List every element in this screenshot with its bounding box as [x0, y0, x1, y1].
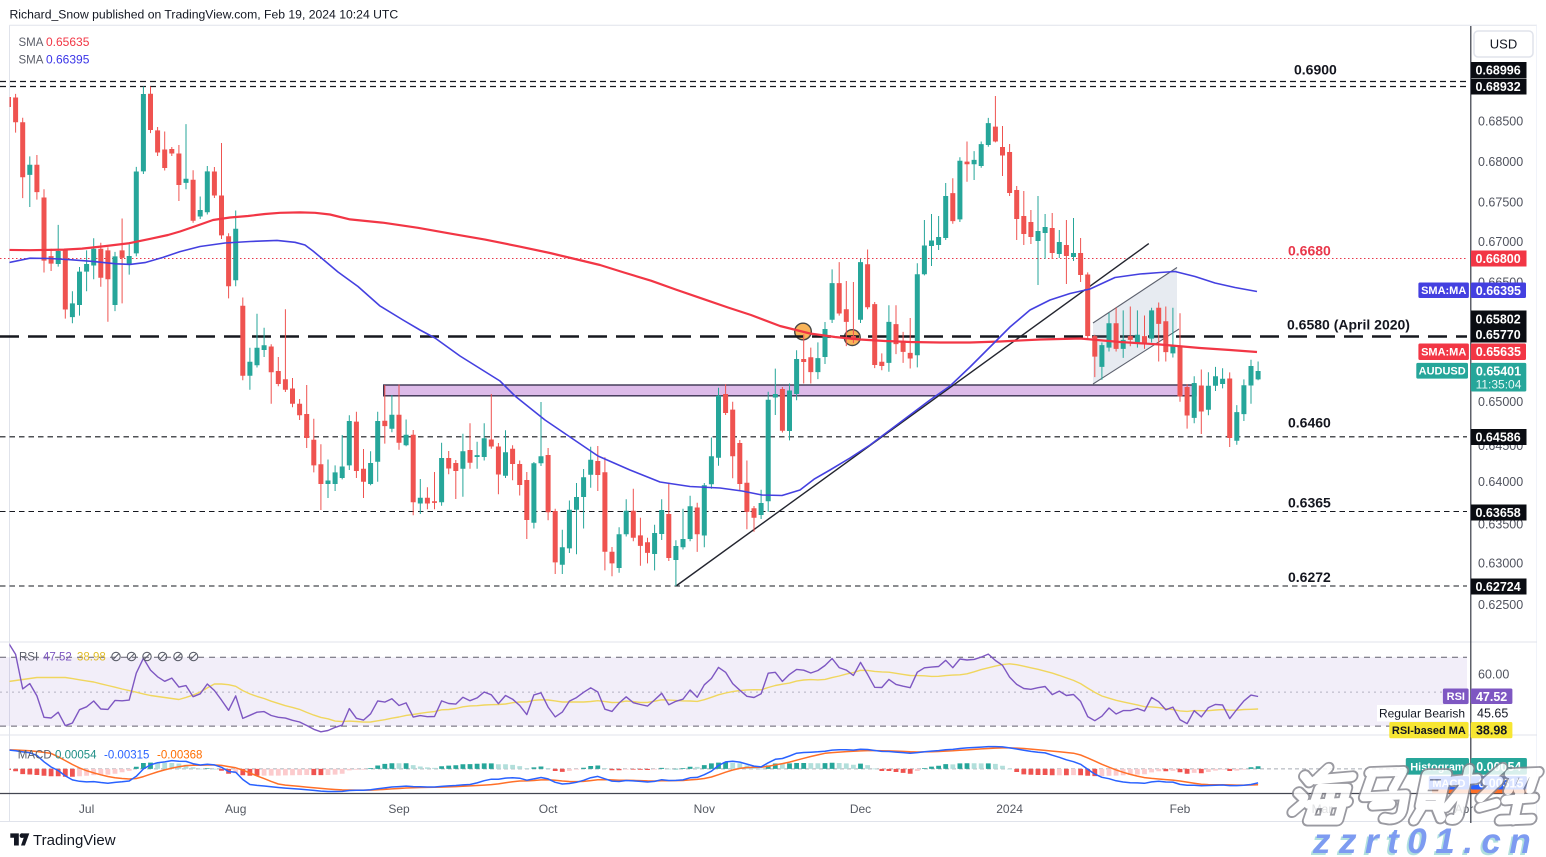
svg-text:0.65770: 0.65770 [1476, 328, 1521, 342]
svg-text:38.98: 38.98 [77, 652, 106, 664]
svg-text:Richard_Snow published on Trad: Richard_Snow published on TradingView.co… [10, 8, 399, 22]
svg-text:Oct: Oct [539, 802, 558, 816]
svg-text:0.6272: 0.6272 [1288, 569, 1331, 585]
svg-text:Sep: Sep [388, 802, 410, 816]
svg-text:0.65000: 0.65000 [1478, 395, 1523, 409]
svg-text:0.64586: 0.64586 [1476, 430, 1521, 444]
svg-text:Nov: Nov [694, 802, 715, 816]
svg-text:0.62724: 0.62724 [1476, 580, 1521, 594]
svg-text:38.98: 38.98 [1476, 724, 1507, 738]
svg-text:45.65: 45.65 [1477, 706, 1508, 720]
svg-text:0.67500: 0.67500 [1478, 195, 1523, 209]
svg-text:SMA: SMA [19, 37, 44, 49]
svg-text:0.65401: 0.65401 [1476, 365, 1521, 379]
svg-text:-0.00315: -0.00315 [104, 750, 149, 762]
svg-text:SMA: SMA [19, 55, 44, 67]
svg-text:RSI: RSI [1447, 691, 1465, 703]
svg-text:11:35:04: 11:35:04 [1476, 378, 1522, 392]
svg-text:0.62500: 0.62500 [1478, 598, 1523, 612]
svg-text:SMA:MA: SMA:MA [1421, 285, 1466, 297]
svg-text:0.63500: 0.63500 [1478, 517, 1523, 531]
svg-text:Dec: Dec [850, 802, 871, 816]
svg-text:0.65635: 0.65635 [1476, 345, 1521, 359]
svg-text:-0.00368: -0.00368 [157, 750, 202, 762]
svg-text:Jul: Jul [79, 802, 94, 816]
svg-text:MACD: MACD [18, 750, 52, 762]
svg-text:2024: 2024 [996, 802, 1023, 816]
svg-text:USD: USD [1490, 37, 1517, 52]
svg-text:0.6900: 0.6900 [1294, 62, 1337, 78]
svg-text:0.65802: 0.65802 [1476, 312, 1521, 326]
svg-text:0.65635: 0.65635 [46, 35, 90, 49]
svg-text:0.68932: 0.68932 [1476, 80, 1521, 94]
svg-text:0.6460: 0.6460 [1288, 415, 1331, 431]
svg-text:Feb: Feb [1170, 802, 1191, 816]
svg-text:Aug: Aug [225, 802, 246, 816]
svg-text:Regular Bearish: Regular Bearish [1379, 706, 1465, 720]
svg-text:zzrt01.cn: zzrt01.cn [1310, 824, 1537, 857]
svg-text:TradingView: TradingView [33, 832, 116, 849]
svg-text:0.66800: 0.66800 [1476, 252, 1521, 266]
svg-text:RSI: RSI [19, 652, 38, 664]
svg-text:0.64000: 0.64000 [1478, 475, 1523, 489]
svg-text:0.00054: 0.00054 [55, 750, 97, 762]
svg-text:0.63658: 0.63658 [1476, 506, 1521, 520]
svg-text:zzrt01.cn: zzrt01.cn [1312, 822, 1539, 857]
svg-text:60.00: 60.00 [1478, 667, 1509, 681]
svg-text:47.52: 47.52 [1476, 690, 1507, 704]
svg-text:0.6580 (April 2020): 0.6580 (April 2020) [1287, 317, 1410, 333]
svg-text:0.67000: 0.67000 [1478, 235, 1523, 249]
svg-text:0.6680: 0.6680 [1288, 243, 1331, 259]
svg-text:SMA:MA: SMA:MA [1421, 347, 1466, 359]
svg-text:RSI-based MA: RSI-based MA [1392, 725, 1466, 737]
svg-text:0.68996: 0.68996 [1476, 63, 1521, 77]
svg-text:0.66395: 0.66395 [46, 53, 90, 67]
svg-text:0.68000: 0.68000 [1478, 155, 1523, 169]
svg-text:47.52: 47.52 [43, 652, 72, 664]
svg-text:0.68500: 0.68500 [1478, 114, 1523, 128]
svg-text:0.66395: 0.66395 [1476, 284, 1521, 298]
svg-text:AUDUSD: AUDUSD [1419, 366, 1466, 378]
svg-text:0.6365: 0.6365 [1288, 495, 1331, 511]
svg-text:0.63000: 0.63000 [1478, 556, 1523, 570]
